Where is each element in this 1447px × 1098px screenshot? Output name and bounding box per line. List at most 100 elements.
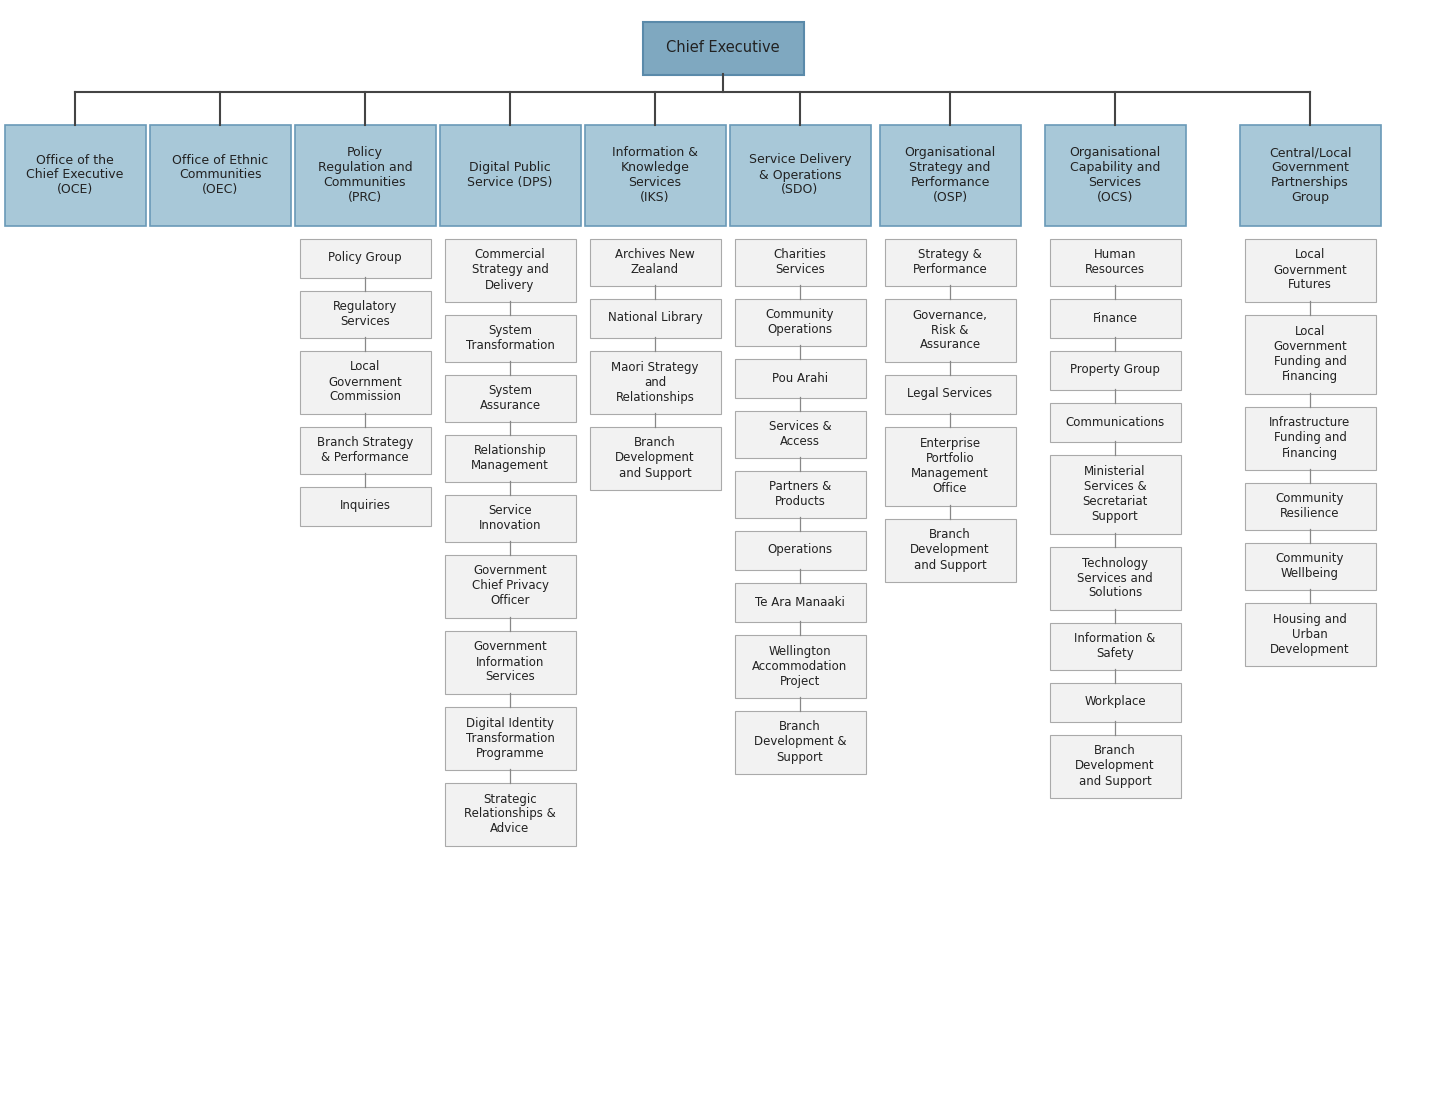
- Text: Community
Operations: Community Operations: [765, 309, 835, 336]
- Text: Finance: Finance: [1092, 312, 1137, 325]
- FancyBboxPatch shape: [1049, 683, 1181, 721]
- FancyBboxPatch shape: [444, 554, 576, 617]
- Text: System
Transformation: System Transformation: [466, 324, 554, 352]
- Text: Enterprise
Portfolio
Management
Office: Enterprise Portfolio Management Office: [912, 437, 988, 495]
- Text: Workplace: Workplace: [1084, 695, 1146, 708]
- Text: Services &
Access: Services & Access: [768, 421, 832, 448]
- Text: Technology
Services and
Solutions: Technology Services and Solutions: [1077, 557, 1153, 600]
- Text: Strategic
Relationships &
Advice: Strategic Relationships & Advice: [464, 793, 556, 836]
- Text: Branch
Development
and Support: Branch Development and Support: [910, 528, 990, 571]
- FancyBboxPatch shape: [1049, 350, 1181, 390]
- FancyBboxPatch shape: [735, 635, 865, 697]
- Text: Office of Ethnic
Communities
(OEC): Office of Ethnic Communities (OEC): [172, 154, 268, 197]
- Text: Policy Group: Policy Group: [328, 251, 402, 265]
- Text: Strategy &
Performance: Strategy & Performance: [913, 248, 987, 276]
- FancyBboxPatch shape: [444, 435, 576, 482]
- FancyBboxPatch shape: [735, 299, 865, 346]
- Text: Local
Government
Commission: Local Government Commission: [328, 360, 402, 403]
- FancyBboxPatch shape: [735, 238, 865, 285]
- FancyBboxPatch shape: [444, 783, 576, 845]
- FancyBboxPatch shape: [1244, 542, 1376, 590]
- FancyBboxPatch shape: [735, 359, 865, 397]
- Text: Office of the
Chief Executive
(OCE): Office of the Chief Executive (OCE): [26, 154, 123, 197]
- FancyBboxPatch shape: [1244, 314, 1376, 393]
- FancyBboxPatch shape: [300, 291, 431, 337]
- Text: Legal Services: Legal Services: [907, 388, 993, 401]
- FancyBboxPatch shape: [729, 124, 871, 225]
- FancyBboxPatch shape: [149, 124, 291, 225]
- Text: Information &
Safety: Information & Safety: [1074, 632, 1156, 660]
- Text: Housing and
Urban
Development: Housing and Urban Development: [1270, 613, 1350, 656]
- Text: Organisational
Strategy and
Performance
(OSP): Organisational Strategy and Performance …: [904, 146, 996, 204]
- FancyBboxPatch shape: [1049, 403, 1181, 441]
- FancyBboxPatch shape: [1244, 603, 1376, 665]
- Text: Inquiries: Inquiries: [340, 500, 391, 513]
- Text: Digital Identity
Transformation
Programme: Digital Identity Transformation Programm…: [466, 717, 554, 760]
- Text: Central/Local
Government
Partnerships
Group: Central/Local Government Partnerships Gr…: [1269, 146, 1351, 204]
- Text: Commercial
Strategy and
Delivery: Commercial Strategy and Delivery: [472, 248, 548, 291]
- Text: Information &
Knowledge
Services
(IKS): Information & Knowledge Services (IKS): [612, 146, 697, 204]
- Text: Branch
Development
and Support: Branch Development and Support: [1075, 744, 1155, 787]
- Text: Wellington
Accommodation
Project: Wellington Accommodation Project: [752, 645, 848, 687]
- FancyBboxPatch shape: [735, 710, 865, 773]
- Text: Policy
Regulation and
Communities
(PRC): Policy Regulation and Communities (PRC): [318, 146, 412, 204]
- FancyBboxPatch shape: [735, 471, 865, 517]
- Text: Te Ara Manaaki: Te Ara Manaaki: [755, 595, 845, 608]
- Text: Digital Public
Service (DPS): Digital Public Service (DPS): [467, 161, 553, 189]
- Text: Local
Government
Funding and
Financing: Local Government Funding and Financing: [1273, 325, 1347, 383]
- FancyBboxPatch shape: [884, 374, 1016, 414]
- FancyBboxPatch shape: [1049, 623, 1181, 670]
- FancyBboxPatch shape: [884, 426, 1016, 505]
- Text: Organisational
Capability and
Services
(OCS): Organisational Capability and Services (…: [1069, 146, 1160, 204]
- Text: Ministerial
Services &
Secretariat
Support: Ministerial Services & Secretariat Suppo…: [1082, 464, 1147, 523]
- Text: National Library: National Library: [608, 312, 702, 325]
- FancyBboxPatch shape: [1244, 406, 1376, 470]
- FancyBboxPatch shape: [1049, 735, 1181, 797]
- FancyBboxPatch shape: [444, 238, 576, 302]
- Text: Local
Government
Futures: Local Government Futures: [1273, 248, 1347, 291]
- Text: Community
Wellbeing: Community Wellbeing: [1276, 552, 1344, 580]
- FancyBboxPatch shape: [735, 411, 865, 458]
- FancyBboxPatch shape: [1049, 238, 1181, 285]
- FancyBboxPatch shape: [1244, 238, 1376, 302]
- FancyBboxPatch shape: [4, 124, 146, 225]
- FancyBboxPatch shape: [735, 583, 865, 621]
- FancyBboxPatch shape: [1049, 455, 1181, 534]
- FancyBboxPatch shape: [880, 124, 1020, 225]
- FancyBboxPatch shape: [300, 486, 431, 526]
- Text: Pou Arahi: Pou Arahi: [771, 371, 828, 384]
- Text: Government
Information
Services: Government Information Services: [473, 640, 547, 683]
- FancyBboxPatch shape: [642, 22, 803, 75]
- Text: Maori Strategy
and
Relationships: Maori Strategy and Relationships: [611, 360, 699, 403]
- FancyBboxPatch shape: [1240, 124, 1380, 225]
- FancyBboxPatch shape: [1045, 124, 1185, 225]
- FancyBboxPatch shape: [444, 314, 576, 361]
- Text: Governance,
Risk &
Assurance: Governance, Risk & Assurance: [913, 309, 987, 351]
- Text: Regulatory
Services: Regulatory Services: [333, 300, 396, 328]
- Text: Charities
Services: Charities Services: [774, 248, 826, 276]
- FancyBboxPatch shape: [589, 238, 721, 285]
- Text: Branch
Development
and Support: Branch Development and Support: [615, 437, 695, 480]
- Text: Infrastructure
Funding and
Financing: Infrastructure Funding and Financing: [1269, 416, 1350, 459]
- FancyBboxPatch shape: [585, 124, 725, 225]
- Text: Branch Strategy
& Performance: Branch Strategy & Performance: [317, 436, 414, 464]
- Text: Service
Innovation: Service Innovation: [479, 504, 541, 533]
- FancyBboxPatch shape: [300, 426, 431, 473]
- FancyBboxPatch shape: [444, 374, 576, 422]
- FancyBboxPatch shape: [589, 299, 721, 337]
- FancyBboxPatch shape: [589, 426, 721, 490]
- FancyBboxPatch shape: [440, 124, 580, 225]
- FancyBboxPatch shape: [1049, 299, 1181, 337]
- Text: Relationship
Management: Relationship Management: [472, 444, 548, 472]
- Text: Partners &
Products: Partners & Products: [768, 480, 831, 508]
- FancyBboxPatch shape: [444, 706, 576, 770]
- FancyBboxPatch shape: [300, 238, 431, 278]
- FancyBboxPatch shape: [444, 630, 576, 694]
- Text: System
Assurance: System Assurance: [479, 384, 541, 412]
- Text: Community
Resilience: Community Resilience: [1276, 492, 1344, 520]
- Text: Property Group: Property Group: [1071, 363, 1160, 377]
- FancyBboxPatch shape: [589, 350, 721, 414]
- FancyBboxPatch shape: [444, 494, 576, 541]
- FancyBboxPatch shape: [735, 530, 865, 570]
- Text: Government
Chief Privacy
Officer: Government Chief Privacy Officer: [472, 564, 548, 607]
